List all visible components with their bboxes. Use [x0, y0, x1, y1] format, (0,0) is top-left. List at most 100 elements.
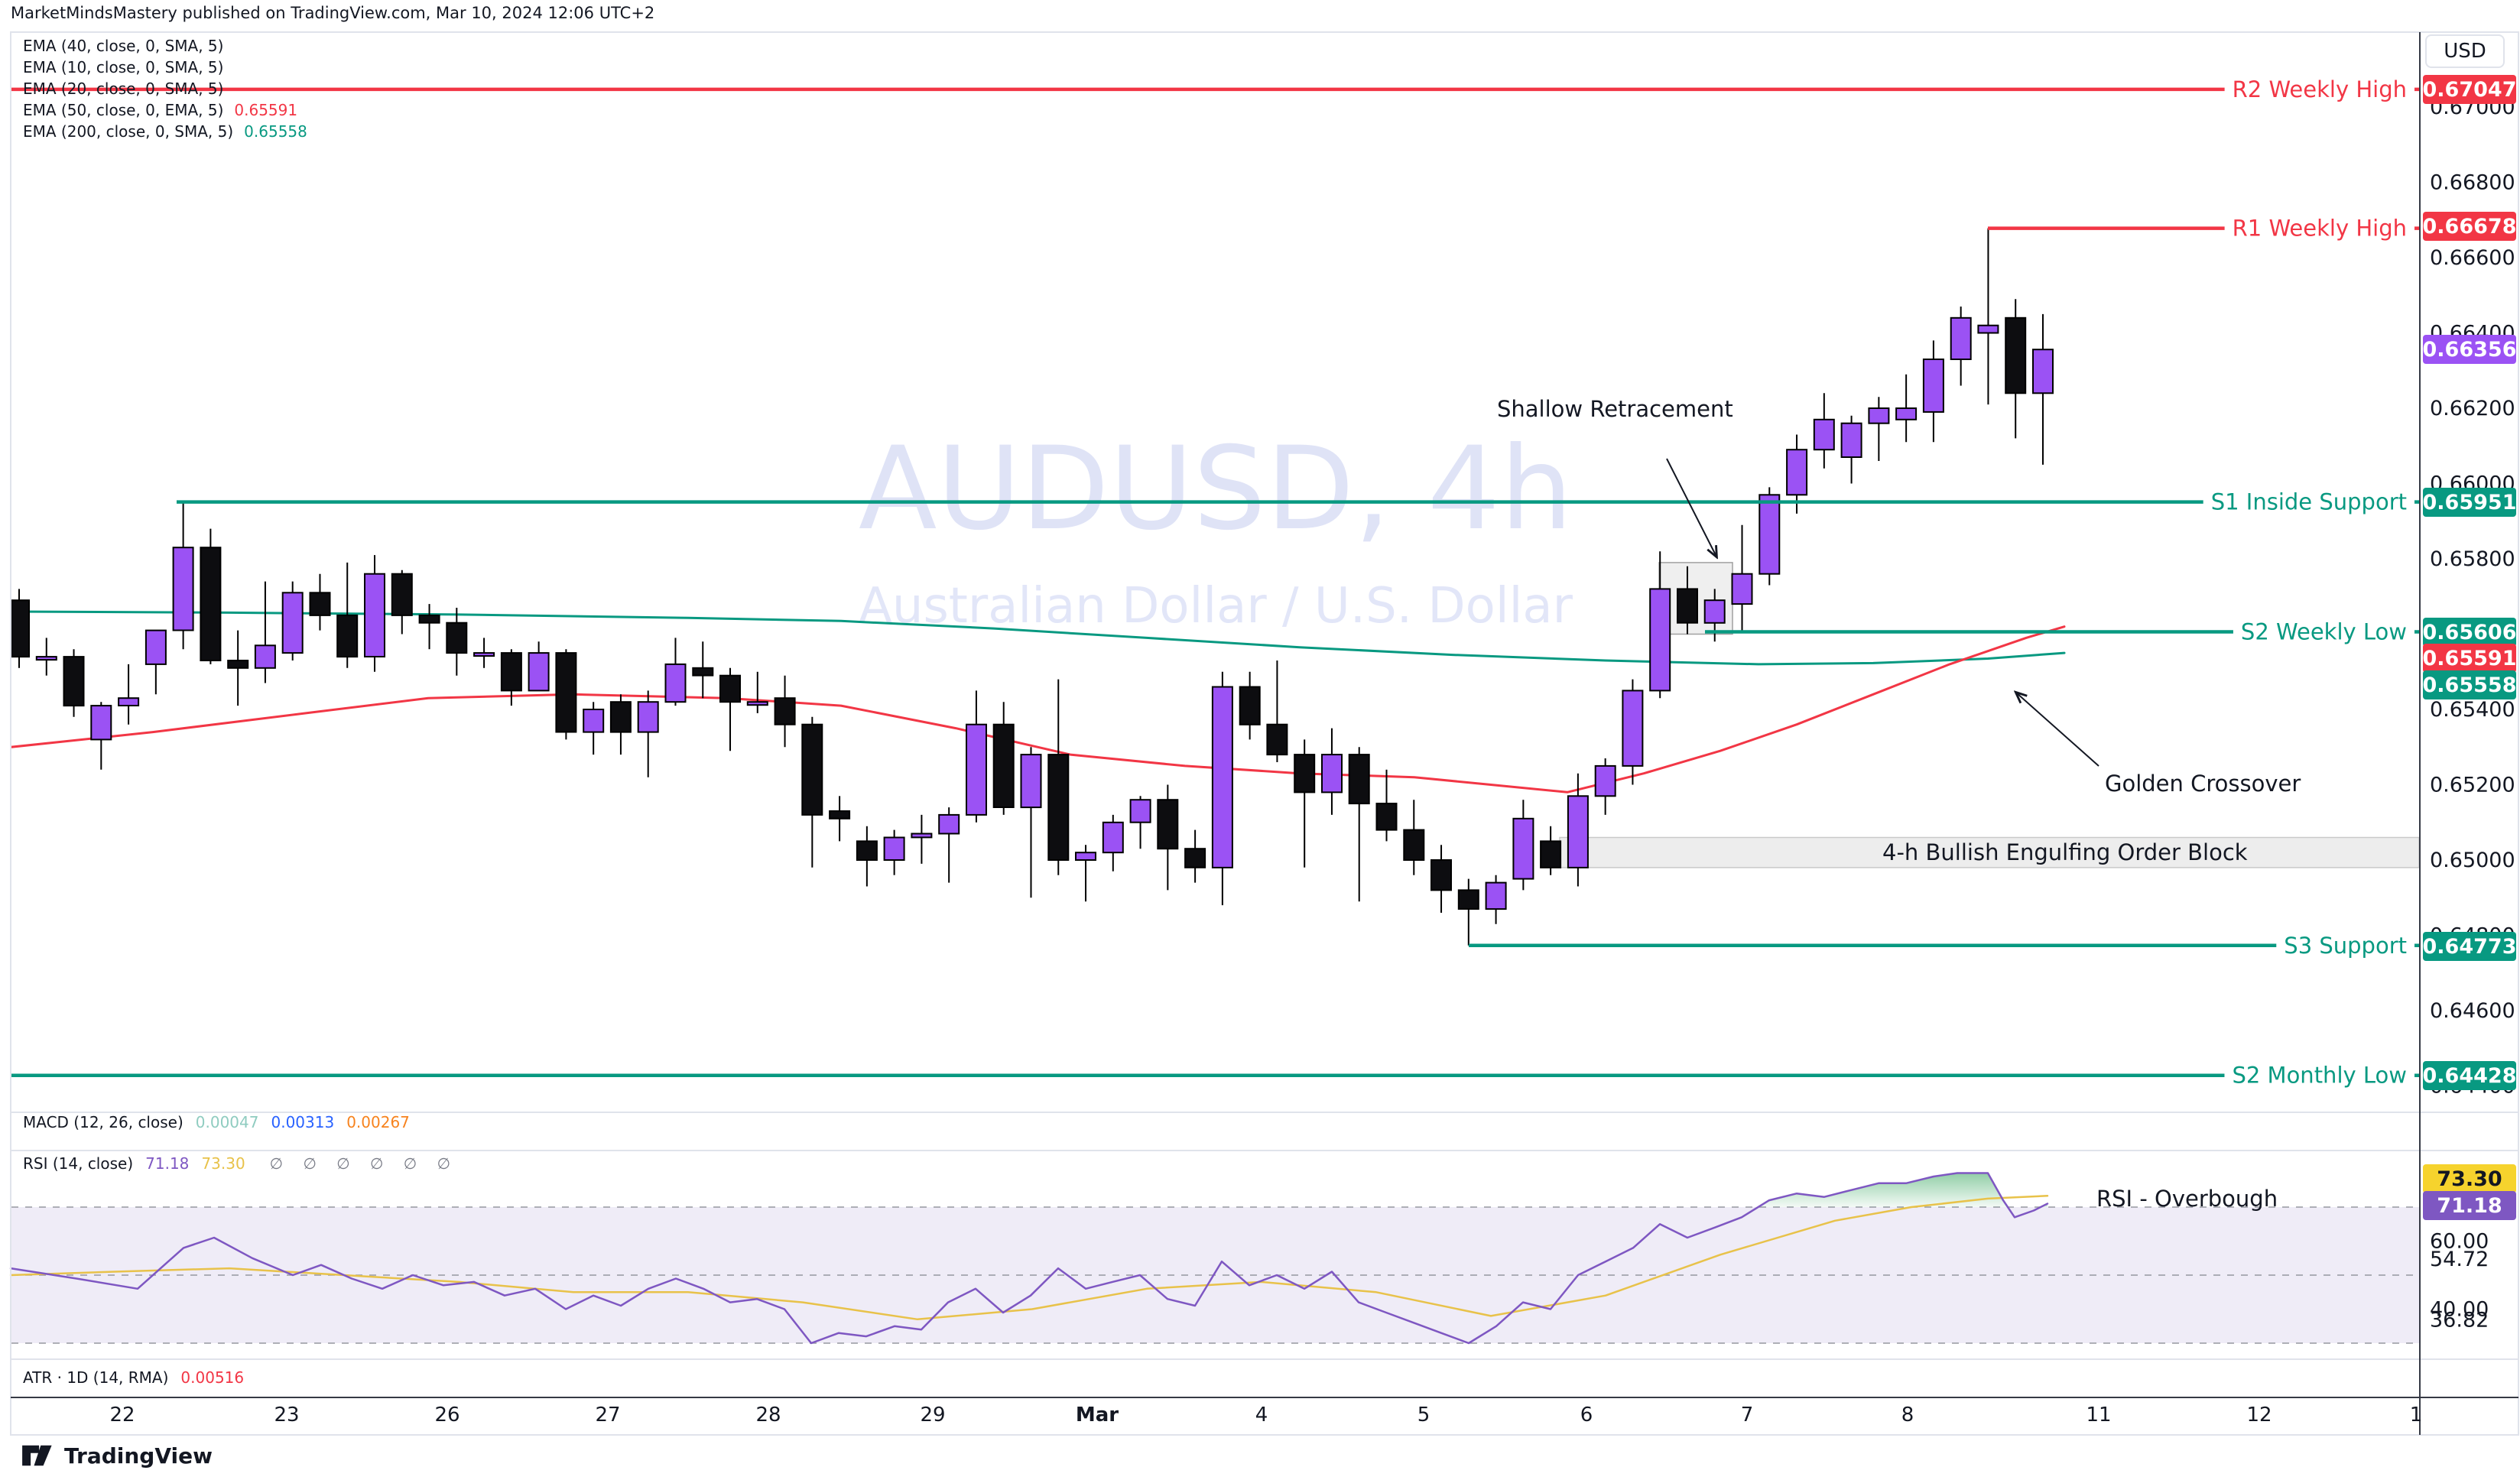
candle-body-up	[364, 573, 385, 658]
candle	[692, 641, 714, 699]
candle	[938, 807, 960, 883]
candle	[856, 826, 878, 887]
time-axis-label: 8	[1901, 1404, 1914, 1426]
atr-value: 0.00516	[180, 1368, 245, 1387]
legend-item-ema-2[interactable]: EMA (20, close, 0, SMA, 5)	[23, 78, 307, 99]
candle-body-up	[1485, 881, 1507, 910]
macd-values: 0.00047 0.00313 0.00267	[196, 1113, 422, 1131]
time-axis-label: 7	[1740, 1404, 1754, 1426]
candle-body-down	[11, 599, 30, 658]
legend-item-value: 0.65591	[234, 101, 298, 119]
indicator-legend: EMA (40, close, 0, SMA, 5) EMA (10, close…	[23, 35, 307, 142]
candle-body-up	[1950, 316, 1972, 360]
rsi-tick-label: 36.82	[2430, 1309, 2489, 1332]
candle	[801, 716, 823, 868]
rsi-ma-line	[9, 1195, 2049, 1321]
candle	[1677, 566, 1698, 635]
candle	[500, 649, 522, 706]
candle-body-down	[336, 614, 359, 658]
candle-body-down	[418, 614, 440, 624]
legend-item-ema-1[interactable]: EMA (10, close, 0, SMA, 5)	[23, 57, 307, 78]
candle	[1294, 739, 1316, 868]
indicator-value: 0.00047	[195, 1113, 259, 1131]
currency-toggle-button[interactable]: USD	[2425, 34, 2505, 68]
rsi-tick-label: 60.00	[2430, 1230, 2489, 1254]
time-axis-label: 28	[755, 1404, 781, 1426]
scale-label-box-text: 0.64428	[2423, 1064, 2517, 1088]
candle-body-up	[746, 701, 768, 706]
level-label-bg	[2233, 617, 2414, 647]
price-box: 0.66356	[2423, 335, 2516, 364]
rsi-overbought-fill	[1758, 1173, 2008, 1207]
rsi-label: RSI (14, close)	[23, 1154, 134, 1173]
candle	[1102, 814, 1124, 871]
candle-body-up	[583, 709, 605, 733]
candle-body-up	[1567, 795, 1589, 868]
legend-item-label: EMA (50, close, 0, EMA, 5)	[23, 101, 224, 119]
candle	[1950, 307, 1972, 386]
candle-body-down	[1239, 686, 1261, 725]
legend-item-label: EMA (40, close, 0, SMA, 5)	[23, 37, 224, 55]
candle	[1622, 679, 1644, 785]
candle-body-up	[1840, 422, 1862, 459]
time-axis-label: 5	[1417, 1404, 1430, 1426]
candle-body-up	[1922, 359, 1944, 413]
annotation-arrow	[1666, 458, 1716, 557]
time-axis-label: 29	[920, 1404, 946, 1426]
candle-body-up	[911, 832, 933, 839]
candle	[118, 664, 140, 725]
indicator-value: 71.18	[145, 1154, 190, 1173]
legend-item-ema-4[interactable]: EMA (200, close, 0, SMA, 5) 0.65558	[23, 121, 307, 142]
candle-body-down	[1348, 754, 1370, 805]
rsi-legend-row[interactable]: RSI (14, close) 71.18 73.30 ∅ ∅ ∅ ∅ ∅ ∅	[23, 1154, 458, 1173]
candle	[1184, 829, 1206, 883]
level-price-box: 0.67047	[2423, 75, 2516, 104]
candle-body-up	[637, 701, 659, 733]
candle	[446, 608, 468, 676]
candle	[528, 641, 550, 692]
candle	[774, 675, 796, 748]
price-tick-label: 0.66200	[2430, 397, 2515, 420]
atr-legend-row[interactable]: ATR · 1D (14, RMA) 0.00516	[23, 1368, 244, 1387]
candle	[1430, 845, 1452, 913]
candle-body-down	[446, 622, 468, 654]
candle	[1239, 671, 1261, 740]
candle	[911, 814, 933, 864]
price-box: 0.65558	[2423, 670, 2516, 699]
legend-item-ema-3[interactable]: EMA (50, close, 0, EMA, 5) 0.65591	[23, 99, 307, 121]
price-tick-label: 0.65000	[2430, 849, 2515, 872]
annotation-golden-crossover: Golden Crossover	[2105, 771, 2301, 797]
candle-body-up	[1977, 324, 1999, 334]
candle-body-down	[829, 810, 851, 820]
candle-body-up	[1075, 852, 1096, 861]
candle	[1731, 524, 1753, 631]
time-axis[interactable]: 22 23 26 27 28 29 Mar 4 5 6 7 8 11 12 1	[0, 1400, 2520, 1434]
candle-body-down	[200, 547, 222, 662]
candle-body-up	[145, 629, 167, 665]
macd-legend-row[interactable]: MACD (12, 26, close) 0.00047 0.00313 0.002…	[23, 1113, 422, 1131]
level-price-box: 0.64773	[2423, 932, 2516, 961]
level-price-box: 0.65951	[2423, 488, 2516, 517]
tradingview-logo[interactable]: TradingView	[21, 1440, 213, 1471]
candle-body-up	[90, 705, 112, 741]
level-label-text: S2 Weekly Low	[2241, 619, 2407, 645]
candle	[1649, 551, 1671, 699]
legend-item-ema-0[interactable]: EMA (40, close, 0, SMA, 5)	[23, 35, 307, 57]
rsi-values: 71.18 73.30	[145, 1154, 258, 1173]
candle-body-up	[1786, 449, 1808, 496]
candle-body-up	[1703, 599, 1726, 624]
candle	[719, 667, 741, 751]
candle	[281, 581, 304, 660]
price-box: 0.65591	[2423, 644, 2516, 673]
candle-body-up	[1129, 799, 1151, 823]
candle	[1020, 747, 1042, 898]
level-label-text: R2 Weekly High	[2233, 76, 2407, 102]
price-scale[interactable]: 0.670000.668000.666000.664000.662000.660…	[2430, 96, 2515, 1332]
rsi-price-box: 73.30	[2423, 1164, 2516, 1193]
candle	[1786, 434, 1808, 514]
price-tick-label: 0.65400	[2430, 698, 2515, 722]
candle	[227, 630, 249, 706]
candle-body-down	[692, 667, 714, 677]
candle	[992, 702, 1015, 815]
